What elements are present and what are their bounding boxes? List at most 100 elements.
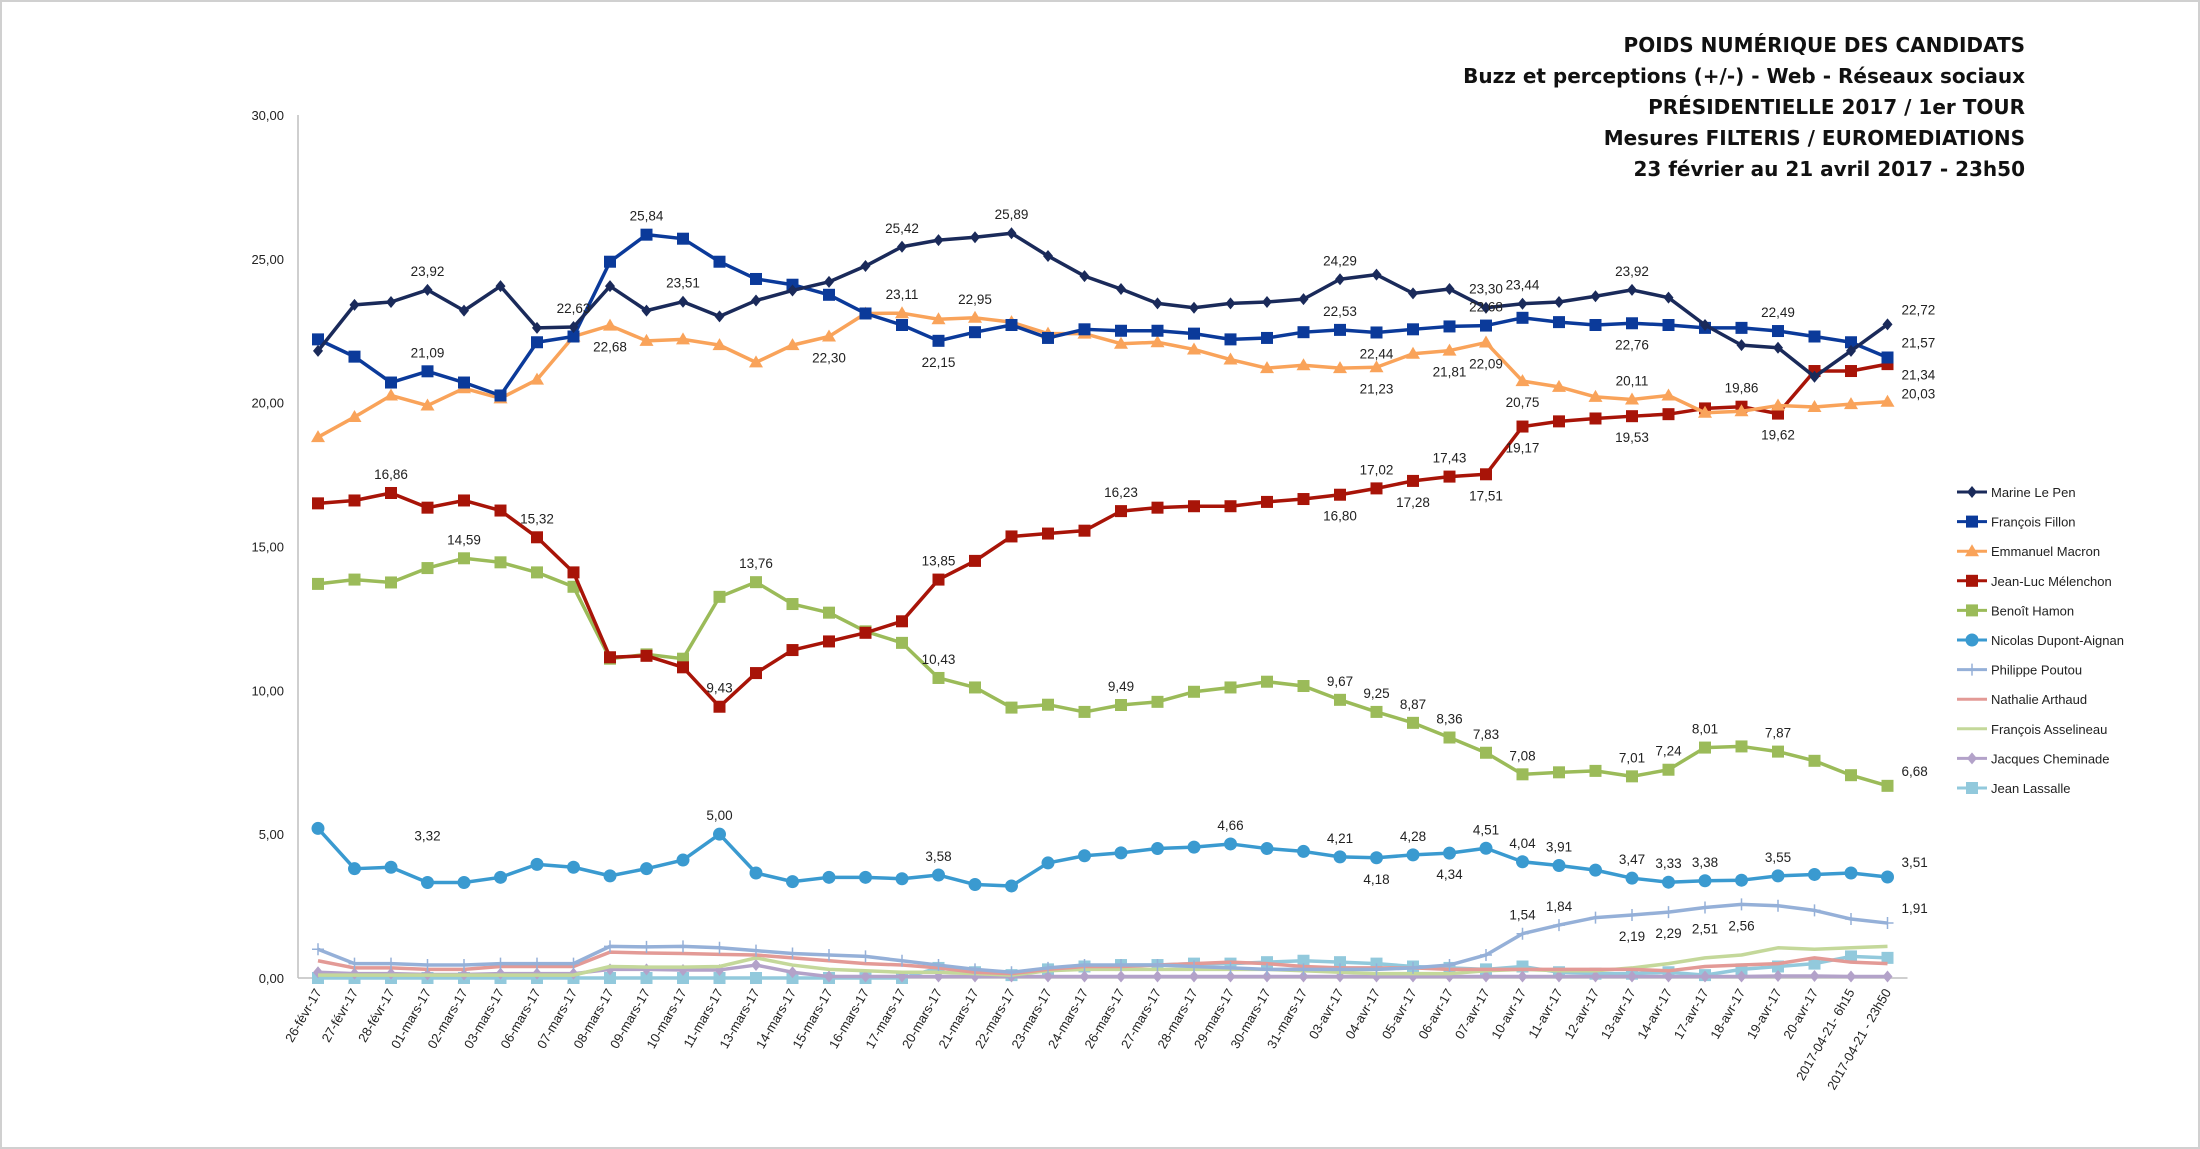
data-point	[1335, 273, 1345, 286]
data-point	[1261, 495, 1273, 508]
data-point	[1188, 685, 1200, 698]
data-point	[1881, 917, 1894, 930]
data-point	[1407, 961, 1419, 974]
data-label: 9,49	[1108, 679, 1134, 694]
data-point	[1370, 482, 1383, 495]
data-point	[1516, 768, 1529, 781]
data-point	[895, 306, 909, 319]
data-point	[1333, 361, 1347, 374]
data-point	[970, 231, 980, 244]
data-point	[1442, 343, 1457, 356]
data-point	[1078, 849, 1091, 863]
data-point	[640, 940, 653, 953]
data-point	[786, 598, 799, 611]
data-point	[713, 941, 726, 954]
data-point	[531, 531, 543, 544]
legend-item: Benoît Hamon	[1957, 603, 2074, 618]
data-point	[530, 857, 544, 871]
data-point	[1844, 866, 1858, 880]
data-point	[1297, 844, 1310, 858]
data-point	[384, 860, 398, 874]
series-jean-luc-m-lenchon	[312, 358, 1894, 713]
data-point	[787, 284, 798, 297]
data-point	[421, 365, 434, 378]
data-point	[1845, 769, 1857, 782]
data-point	[1224, 500, 1237, 513]
data-label: 2,56	[1728, 918, 1754, 933]
data-point	[1297, 326, 1310, 339]
x-tick-label: 05-avr-17	[1379, 986, 1420, 1042]
data-point	[932, 573, 945, 586]
data-point	[1480, 468, 1492, 481]
legend-marker-icon	[1967, 752, 1977, 765]
data-point	[1407, 474, 1419, 487]
data-point	[1005, 966, 1018, 979]
legend-item: Nathalie Arthaud	[1957, 692, 2087, 707]
data-point	[1261, 963, 1273, 976]
data-point	[859, 307, 872, 320]
data-point	[1552, 379, 1566, 392]
data-label: 3,33	[1655, 856, 1681, 871]
data-point	[1880, 394, 1895, 407]
data-point	[1188, 960, 1200, 973]
data-label: 8,87	[1400, 697, 1426, 712]
data-point	[349, 298, 360, 311]
data-label: 21,23	[1360, 381, 1394, 396]
y-tick-label: 10,00	[251, 683, 284, 698]
data-point	[932, 868, 945, 882]
data-label: 13,76	[739, 556, 773, 571]
data-point	[1225, 297, 1236, 310]
data-point	[1479, 841, 1493, 855]
data-point	[787, 966, 798, 979]
data-point	[1298, 970, 1309, 983]
data-point	[348, 494, 361, 507]
data-point	[1151, 501, 1164, 514]
data-point	[968, 878, 982, 892]
data-point	[860, 260, 871, 273]
data-label: 22,63	[557, 301, 591, 316]
data-point	[1480, 948, 1492, 961]
data-label: 3,32	[414, 828, 440, 843]
data-label: 25,84	[630, 209, 664, 224]
data-point	[1005, 530, 1018, 543]
data-point	[749, 355, 763, 368]
data-point	[1552, 859, 1566, 873]
data-point	[1480, 746, 1492, 759]
legend-item: François Fillon	[1957, 515, 2076, 530]
data-point	[1699, 901, 1711, 914]
title-line-2: Buzz et perceptions (+/-) - Web - Réseau…	[1463, 64, 2025, 88]
data-point	[860, 970, 871, 983]
data-point	[1590, 970, 1601, 983]
data-point	[1479, 335, 1493, 348]
data-point	[386, 295, 396, 308]
data-point	[1625, 392, 1639, 405]
data-point	[1735, 873, 1748, 887]
data-point	[1005, 318, 1018, 331]
data-point	[1808, 867, 1821, 881]
data-label: 23,51	[666, 276, 700, 291]
data-point	[1480, 319, 1492, 332]
data-point	[1407, 716, 1419, 729]
data-point	[1590, 290, 1601, 303]
title-line-3: PRÉSIDENTIELLE 2017 / 1er TOUR	[1648, 95, 2025, 119]
data-point	[1846, 970, 1856, 983]
data-point	[750, 576, 762, 589]
legend-marker-icon	[1965, 544, 1979, 557]
y-tick-label: 25,00	[251, 252, 284, 267]
data-point	[1260, 842, 1274, 856]
data-point	[1772, 899, 1784, 912]
data-point	[1589, 412, 1602, 425]
data-point	[1408, 287, 1418, 300]
data-point	[1189, 970, 1199, 983]
x-tick-label: 04-avr-17	[1342, 986, 1383, 1042]
data-point	[640, 228, 653, 241]
series-line	[316, 231, 1889, 379]
data-point	[932, 334, 945, 347]
data-point	[1406, 346, 1420, 359]
data-point	[676, 332, 690, 345]
data-point	[1589, 911, 1602, 924]
data-point	[348, 862, 361, 876]
data-point	[1371, 268, 1382, 281]
data-point	[385, 576, 397, 589]
legend-item: Jean Lassalle	[1957, 781, 2071, 796]
